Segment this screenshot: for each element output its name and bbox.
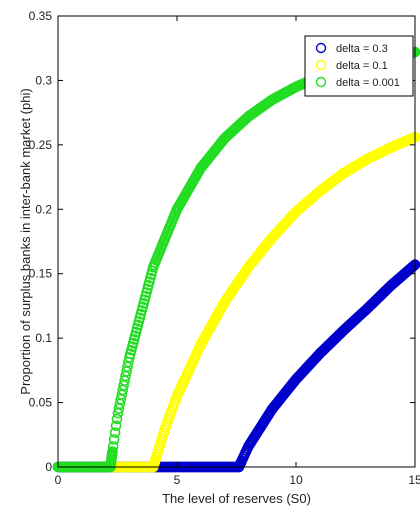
data-point — [110, 420, 122, 432]
series-1 — [105, 131, 420, 473]
series-2 — [52, 46, 420, 473]
y-tick-label: 0.15 — [29, 267, 53, 281]
legend-label: delta = 0.001 — [336, 77, 400, 89]
axes: 0 5 10 15 0 0.05 0.1 0.15 0.2 0.25 0.3 0.35 — [29, 9, 420, 487]
x-tick-label: 5 — [174, 473, 181, 487]
x-axis-label: The level of reserves (S0) — [162, 491, 311, 506]
x-tick-label: 0 — [55, 473, 62, 487]
legend-marker — [315, 59, 327, 71]
y-tick-label: 0.25 — [29, 138, 53, 152]
data-point — [108, 434, 120, 445]
y-tick-label: 0.35 — [29, 9, 53, 23]
data-point — [109, 427, 121, 438]
data-point — [107, 446, 118, 457]
data-point — [150, 454, 161, 466]
legend-label: delta = 0.3 — [336, 43, 388, 55]
y-tick-label: 0 — [45, 460, 52, 474]
y-tick-label: 0.2 — [35, 202, 52, 216]
x-tick-label: 15 — [408, 473, 420, 487]
legend-marker — [315, 42, 327, 54]
legend-label: delta = 0.1 — [336, 60, 388, 72]
legend-marker — [315, 76, 327, 88]
plot-frame — [57, 15, 416, 468]
y-axis-label: Proportion of surplus banks in inter-ban… — [18, 88, 33, 394]
x-tick-label: 10 — [289, 473, 303, 487]
y-tick-label: 0.3 — [35, 73, 52, 87]
data-point — [111, 413, 123, 425]
y-tick-label: 0.05 — [29, 396, 53, 410]
legend: delta = 0.3 delta = 0.1 delta = 0.001 — [304, 35, 414, 97]
y-tick-label: 0.1 — [35, 331, 52, 345]
plot-area — [52, 46, 420, 473]
